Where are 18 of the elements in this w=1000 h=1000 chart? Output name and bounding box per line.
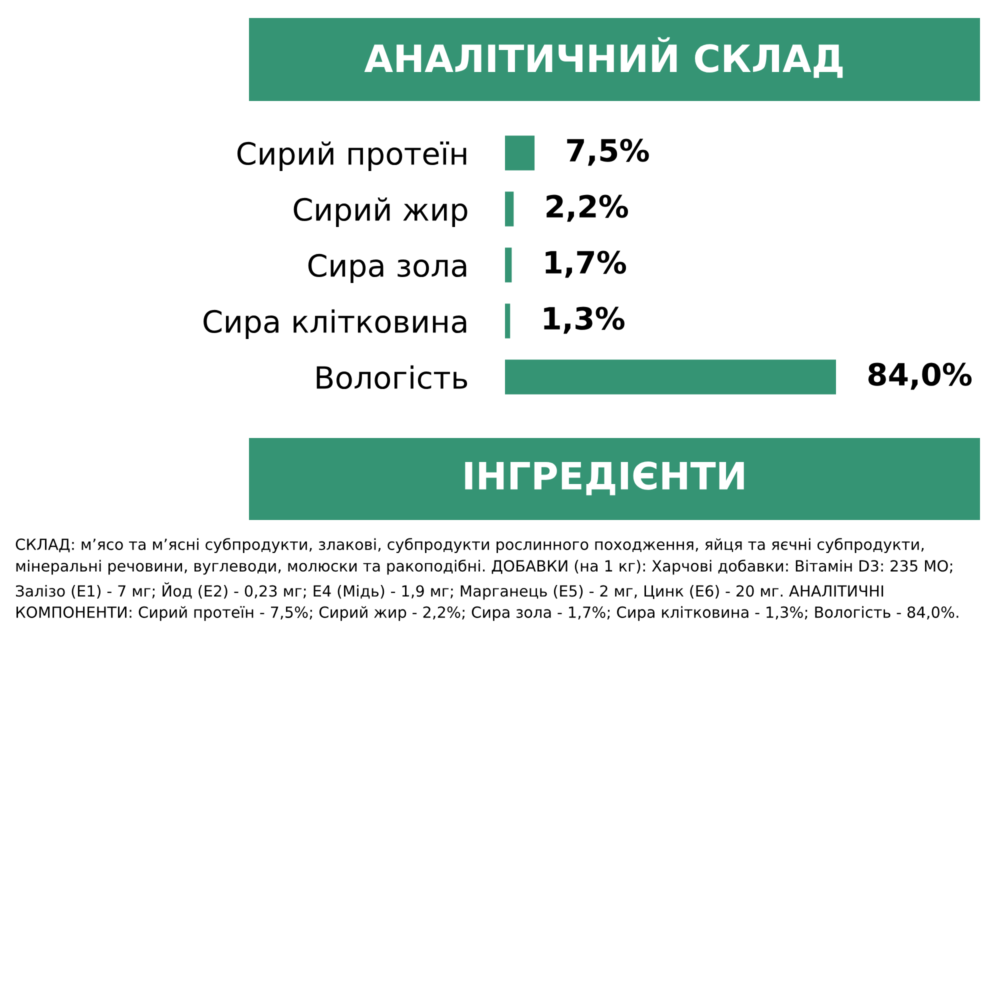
data-label: 84,0% (868, 362, 972, 390)
y-tick-label: Сирий протеїн (237, 141, 466, 171)
y-tick-label: Сира зола (308, 254, 466, 283)
y-tick-label: Сира клітковина (204, 309, 466, 339)
text: СКЛАД: м’ясо та м’ясні субпродукти, злакові, субпродукти рослинного походження, яйця та яєчні субпродукти, мінеральні речовини, вуглеводи, молюски та ракоподібні. ДОБАВКИ (на 1 кг): Харчові добавки: Вітамін D3: 235 МО; Залізо (E1) - 7 мг; Йод (E2) - 0,23 мг; E4 (Мідь) - 1,9 мг; Марганець (E5) - 2 мг, Цинк (E6) - 20 мг. АНАЛІТИЧНІ КОМПОНЕНТИ: Сирий протеїн - 7,5%; Сирий жир - 2,2%; Сира зола - 1,7%; Сира клітковина - 1,3%; Вологість - 84,0%. (16, 538, 958, 621)
y-tick-label: Сирий жир (294, 198, 468, 227)
bar (505, 360, 836, 394)
data-label: 2,2% (546, 194, 628, 222)
data-label: 1,7% (546, 250, 626, 278)
bar (505, 136, 535, 170)
data-label: 7,5% (567, 138, 649, 166)
bar (505, 192, 514, 226)
bar (505, 248, 512, 282)
bar (505, 304, 510, 338)
text: ІНГРЕДІЄНТИ (465, 462, 744, 496)
data-label: 1,3% (544, 306, 624, 334)
chart-title: АНАЛІТИЧНИЙ СКЛАД (364, 37, 843, 78)
y-tick-label: Вологість (316, 365, 468, 390)
